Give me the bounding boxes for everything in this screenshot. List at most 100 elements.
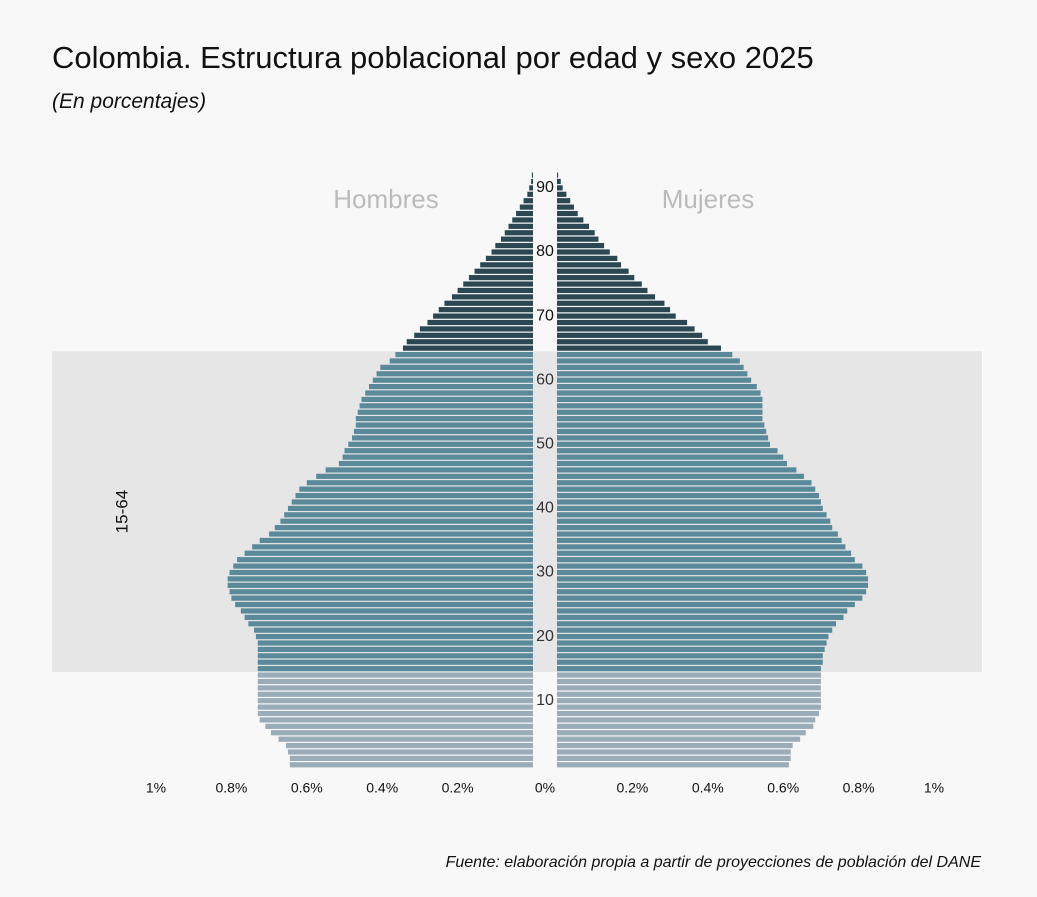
bar-mujeres: [557, 396, 763, 403]
bar-mujeres: [557, 294, 656, 300]
bar-mujeres: [557, 454, 784, 460]
bar-hombres: [280, 518, 533, 524]
bar-mujeres: [557, 742, 793, 749]
bar-mujeres: [557, 390, 761, 396]
bar-mujeres: [557, 569, 867, 576]
age-tick-label: 20: [536, 628, 554, 645]
bar-hombres: [348, 441, 533, 447]
x-tick-label: 0%: [535, 780, 555, 796]
bar-hombres: [229, 569, 533, 576]
bar-mujeres: [557, 313, 676, 319]
bar-hombres: [369, 384, 533, 390]
bar-mujeres: [557, 755, 791, 761]
bar-hombres: [257, 646, 533, 653]
bar-hombres: [255, 633, 533, 640]
bar-mujeres: [557, 422, 765, 428]
bar-hombres: [252, 544, 533, 550]
bar-hombres: [248, 621, 534, 627]
bar-mujeres: [557, 492, 820, 499]
bar-hombres: [357, 409, 533, 415]
x-tick-label: 1%: [924, 780, 944, 796]
bar-hombres: [233, 563, 533, 569]
bar-mujeres: [557, 717, 816, 723]
bar-mujeres: [557, 275, 635, 281]
bar-hombres: [235, 601, 534, 608]
bar-mujeres: [557, 428, 767, 435]
bar-mujeres: [557, 710, 820, 717]
x-tick-label: 0.6%: [291, 780, 323, 796]
bar-hombres: [519, 204, 533, 210]
bar-hombres: [257, 659, 533, 665]
bar-mujeres: [557, 460, 787, 467]
bar-hombres: [227, 576, 533, 582]
bar-mujeres: [557, 589, 867, 595]
bar-mujeres: [557, 480, 812, 486]
bar-hombres: [355, 422, 533, 428]
bar-mujeres: [557, 204, 574, 210]
bar-hombres: [274, 525, 533, 531]
bar-hombres: [257, 640, 533, 646]
bar-mujeres: [557, 210, 578, 217]
bar-mujeres: [557, 512, 827, 518]
bar-hombres: [485, 255, 533, 262]
bar-hombres: [504, 230, 533, 236]
x-tick-label: 0.6%: [767, 780, 799, 796]
bar-mujeres: [557, 448, 778, 454]
bar-mujeres: [557, 435, 769, 441]
bar-mujeres: [557, 345, 721, 351]
panel-label-mujeres: Mujeres: [662, 184, 754, 214]
bar-mujeres: [557, 672, 821, 678]
bar-hombres: [406, 339, 533, 345]
bar-hombres: [259, 717, 533, 723]
bar-hombres: [512, 217, 533, 223]
bar-mujeres: [557, 563, 863, 569]
bar-hombres: [257, 704, 533, 710]
bar-mujeres: [557, 666, 821, 672]
bar-mujeres: [557, 332, 703, 338]
bar-mujeres: [557, 198, 571, 204]
bar-mujeres: [557, 736, 801, 742]
bar-mujeres: [557, 178, 561, 185]
bar-mujeres: [557, 441, 771, 447]
bar-hombres: [325, 467, 533, 473]
bar-hombres: [463, 281, 533, 287]
age-tick-label: 50: [536, 436, 554, 453]
bar-mujeres: [557, 730, 806, 736]
x-tick-label: 0.2%: [442, 780, 474, 796]
age-tick-label: 30: [536, 564, 554, 581]
bar-hombres: [468, 275, 533, 281]
bar-hombres: [257, 698, 533, 704]
age-tick-label: 60: [536, 371, 554, 388]
bar-mujeres: [557, 749, 791, 755]
bar-mujeres: [557, 217, 584, 223]
bar-hombres: [531, 172, 533, 178]
bar-mujeres: [557, 281, 642, 287]
bar-mujeres: [557, 326, 695, 332]
x-tick-label: 0.8%: [843, 780, 875, 796]
bar-hombres: [244, 550, 533, 556]
bar-mujeres: [557, 409, 763, 415]
bar-mujeres: [557, 640, 827, 646]
bar-hombres: [287, 505, 533, 511]
bar-hombres: [365, 390, 533, 396]
bar-hombres: [286, 742, 533, 749]
bar-hombres: [229, 589, 533, 595]
bar-hombres: [257, 691, 533, 697]
bar-mujeres: [557, 608, 848, 614]
bar-mujeres: [557, 499, 821, 505]
bar-hombres: [259, 537, 533, 544]
bar-hombres: [295, 492, 533, 499]
bar-mujeres: [557, 268, 629, 274]
bar-hombres: [278, 736, 533, 742]
bar-mujeres: [557, 358, 740, 364]
bar-mujeres: [557, 262, 622, 268]
bar-mujeres: [557, 698, 821, 704]
age-tick-label: 40: [536, 500, 554, 517]
bar-mujeres: [557, 223, 590, 229]
bar-mujeres: [557, 614, 844, 620]
bar-hombres: [257, 710, 533, 717]
bar-hombres: [257, 653, 533, 659]
bar-mujeres: [557, 537, 842, 544]
age-tick-label: 70: [536, 307, 554, 324]
bar-hombres: [257, 685, 533, 691]
